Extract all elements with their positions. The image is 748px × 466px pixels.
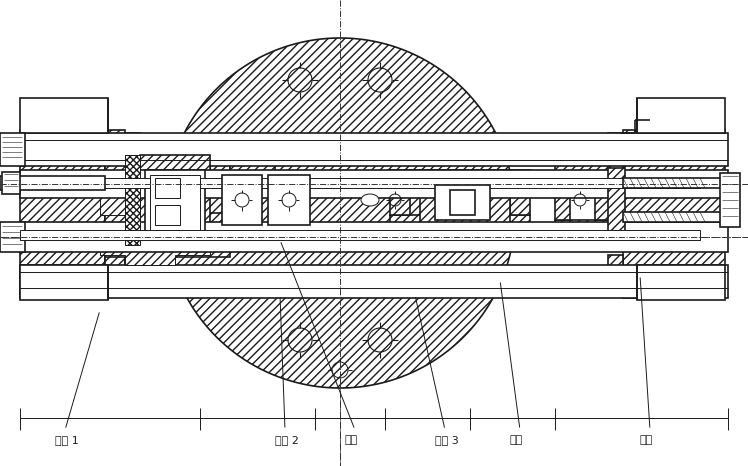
- Polygon shape: [230, 155, 275, 245]
- Polygon shape: [623, 130, 725, 298]
- Polygon shape: [105, 143, 230, 185]
- Ellipse shape: [361, 194, 379, 206]
- Polygon shape: [20, 130, 105, 298]
- Polygon shape: [555, 180, 570, 220]
- Bar: [0, 222, 25, 252]
- Text: 泥体: 泥体: [345, 435, 358, 445]
- Polygon shape: [140, 155, 210, 245]
- Bar: [20, 222, 728, 252]
- Polygon shape: [390, 170, 530, 185]
- Polygon shape: [100, 155, 210, 265]
- Bar: [155, 205, 180, 225]
- Text: 导杆: 导杆: [510, 435, 524, 445]
- Bar: [720, 173, 740, 227]
- Polygon shape: [608, 255, 623, 267]
- Bar: [20, 265, 108, 300]
- Text: 滑叉: 滑叉: [640, 435, 653, 445]
- Bar: [2, 172, 20, 194]
- Bar: [20, 98, 108, 133]
- Text: 活塞 1: 活塞 1: [55, 435, 79, 445]
- Bar: [623, 212, 723, 222]
- Bar: [637, 98, 725, 133]
- Bar: [0, 176, 105, 190]
- Bar: [155, 178, 180, 198]
- Bar: [145, 170, 205, 235]
- Bar: [268, 175, 310, 225]
- Polygon shape: [608, 133, 623, 145]
- Bar: [150, 175, 200, 230]
- Text: 推杆 3: 推杆 3: [435, 435, 459, 445]
- Bar: [450, 190, 475, 215]
- Bar: [20, 265, 728, 298]
- Polygon shape: [125, 155, 140, 245]
- Polygon shape: [555, 220, 610, 235]
- Polygon shape: [555, 165, 610, 180]
- Polygon shape: [105, 213, 230, 257]
- Bar: [623, 178, 723, 188]
- Bar: [20, 178, 700, 188]
- Polygon shape: [510, 185, 530, 215]
- Text: 活塞 2: 活塞 2: [275, 435, 299, 445]
- Polygon shape: [595, 180, 610, 220]
- Polygon shape: [125, 255, 140, 267]
- Polygon shape: [105, 130, 140, 268]
- Polygon shape: [165, 38, 515, 388]
- Bar: [20, 230, 700, 240]
- Polygon shape: [390, 185, 410, 215]
- Bar: [20, 133, 728, 166]
- Bar: [435, 185, 490, 220]
- Polygon shape: [608, 168, 625, 232]
- Bar: [637, 265, 725, 300]
- Polygon shape: [420, 175, 510, 225]
- Polygon shape: [390, 215, 530, 230]
- Bar: [222, 175, 262, 225]
- Bar: [0, 133, 25, 166]
- Bar: [20, 170, 728, 198]
- Polygon shape: [125, 133, 140, 145]
